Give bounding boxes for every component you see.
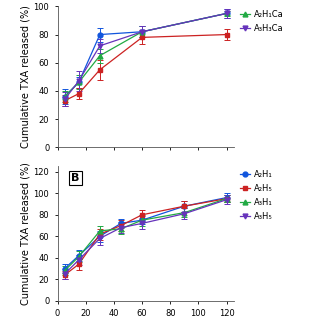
Y-axis label: Cumulative TXA released (%): Cumulative TXA released (%) — [21, 162, 31, 305]
Legend: A₂H₁Ca, A₃H₃Ca: A₂H₁Ca, A₃H₃Ca — [237, 6, 287, 36]
Text: B: B — [71, 173, 79, 183]
Legend: A₂H₁, A₂H₅, A₃H₁, A₃H₅: A₂H₁, A₂H₅, A₃H₁, A₃H₅ — [237, 166, 276, 224]
Y-axis label: Cumulative TXA released (%): Cumulative TXA released (%) — [21, 5, 31, 148]
